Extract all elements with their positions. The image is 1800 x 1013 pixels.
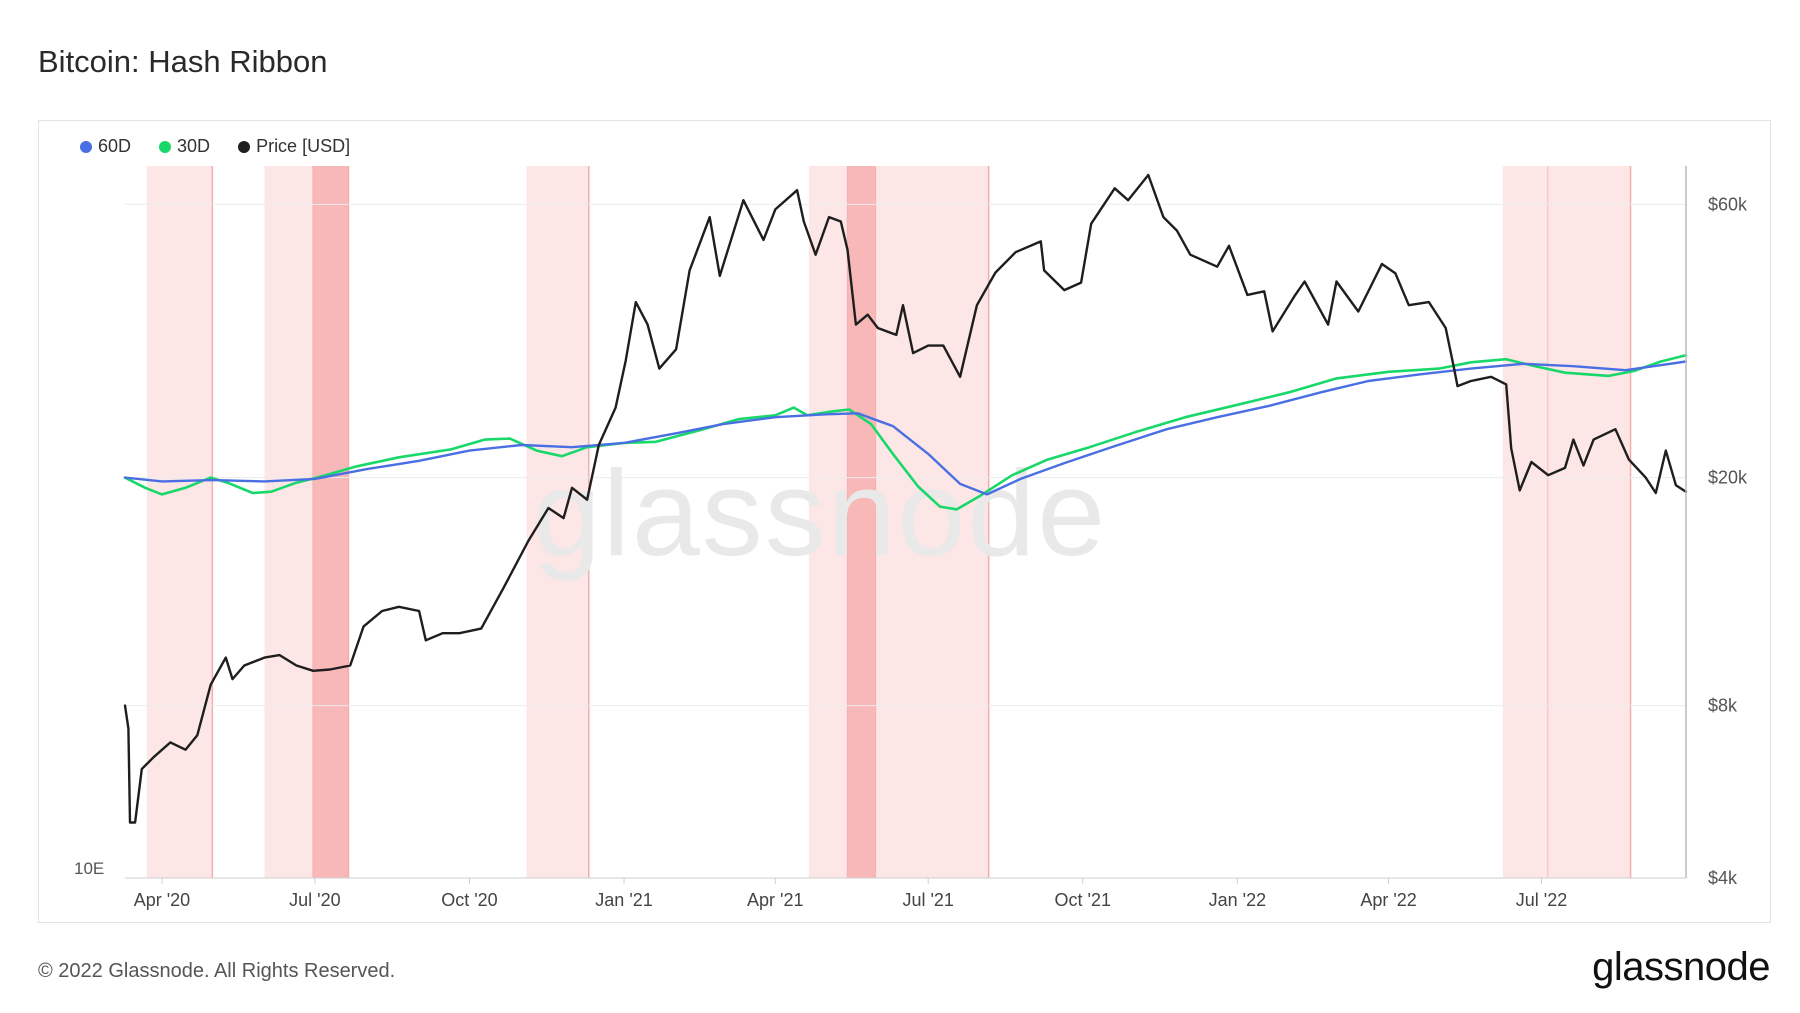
capitulation-band <box>264 166 314 878</box>
x-tick-label: Apr '20 <box>134 890 190 910</box>
watermark-text: glassnode <box>533 445 1107 581</box>
capitulation-band <box>808 166 848 878</box>
chart-legend: 60D 30D Price [USD] <box>80 136 350 157</box>
x-tick-label: Apr '21 <box>747 890 803 910</box>
y-tick-label: $20k <box>1708 468 1748 488</box>
series-line-price <box>123 173 1688 824</box>
footer-copyright: © 2022 Glassnode. All Rights Reserved. <box>38 960 396 982</box>
x-tick-label: Oct '20 <box>441 890 497 910</box>
capitulation-band <box>1502 166 1549 878</box>
capitulation-band <box>876 166 989 878</box>
x-tick-label: Jul '21 <box>902 890 953 910</box>
chart-frame <box>38 120 1771 923</box>
legend-label-price: Price [USD] <box>256 136 351 156</box>
legend-dot-30d <box>159 140 172 153</box>
series-lines <box>123 173 1688 824</box>
x-tick-label: Jan '22 <box>1209 890 1266 910</box>
legend-label-60d: 60D <box>98 136 132 156</box>
x-tick-label: Jan '21 <box>595 890 652 910</box>
x-tick-label: Apr '22 <box>1360 890 1416 910</box>
legend-label-30d: 30D <box>177 136 211 156</box>
legend-item-price[interactable]: Price [USD] <box>238 136 350 157</box>
x-tick-label: Jul '22 <box>1516 890 1567 910</box>
legend-item-30d[interactable]: 30D <box>159 136 210 157</box>
legend-item-60d[interactable]: 60D <box>80 136 131 157</box>
legend-dot-60d <box>80 140 92 153</box>
left-axis-label: 10E <box>74 859 104 878</box>
legend-dot-price <box>238 140 251 153</box>
y-tick-label: $8k <box>1708 696 1738 716</box>
axes: Apr '20 Jul '20 Oct '20 Jan '21 Apr '21 Jul '… <box>74 166 1748 910</box>
x-tick-label: Oct '21 <box>1055 890 1111 910</box>
series-line-60d <box>123 360 1688 496</box>
capitulation-bands <box>146 166 1632 878</box>
y-tick-label: $4k <box>1708 868 1738 888</box>
capitulation-band <box>146 166 213 878</box>
capitulation-band <box>526 166 589 878</box>
x-tick-label: Jul '20 <box>289 890 340 910</box>
footer-brand-logo: glassnode <box>1592 945 1770 989</box>
page-title: Bitcoin: Hash Ribbon <box>38 44 328 79</box>
y-tick-label: $60k <box>1708 194 1748 214</box>
capitulation-band <box>313 166 349 878</box>
capitulation-band <box>1548 166 1631 878</box>
